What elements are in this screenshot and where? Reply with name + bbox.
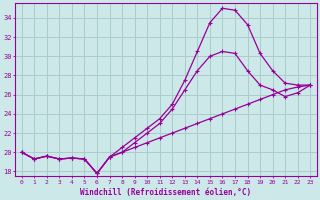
X-axis label: Windchill (Refroidissement éolien,°C): Windchill (Refroidissement éolien,°C) bbox=[80, 188, 252, 197]
